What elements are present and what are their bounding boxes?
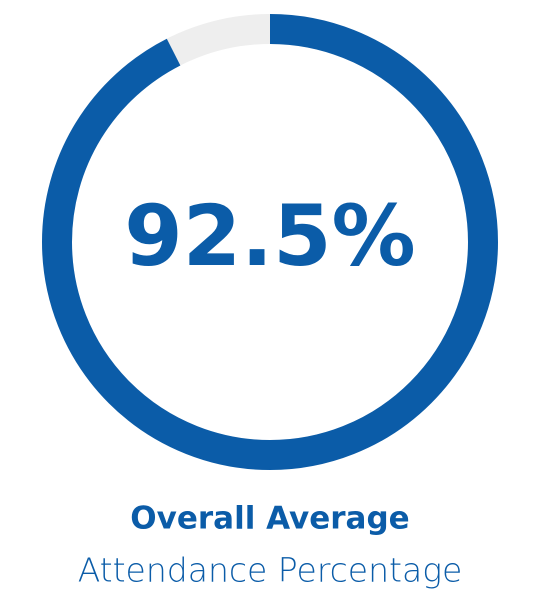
- chart-subtitle: Attendance Percentage: [78, 551, 463, 590]
- gauge-arc: [42, 14, 498, 470]
- chart-title: Overall Average: [130, 501, 409, 537]
- center-value-label: 92.5%: [124, 187, 415, 285]
